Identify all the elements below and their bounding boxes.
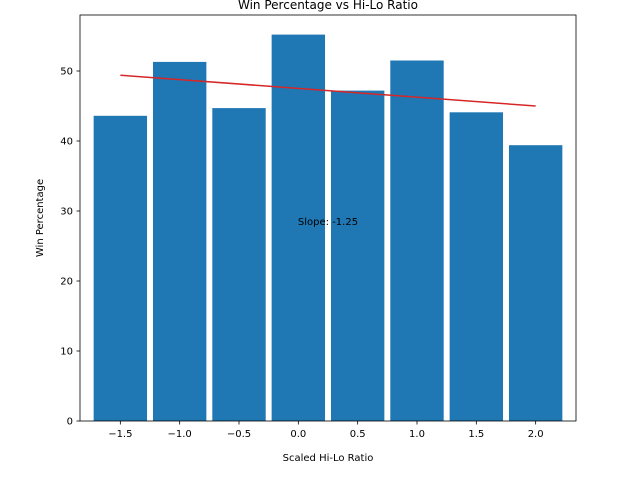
y-tick-label: 30 bbox=[60, 207, 73, 218]
x-ticks: −1.5 −1.0 −0.5 0.0 0.5 1.0 1.5 2.0 bbox=[108, 421, 544, 440]
bar bbox=[152, 61, 207, 422]
slope-annotation: Slope: -1.25 bbox=[298, 217, 358, 228]
x-tick-label: 0.5 bbox=[350, 429, 366, 440]
y-tick-label: 0 bbox=[67, 417, 73, 428]
y-ticks: 0 10 20 30 40 50 bbox=[60, 67, 80, 428]
y-tick-label: 20 bbox=[60, 277, 73, 288]
trendline-group bbox=[120, 74, 536, 107]
bar bbox=[330, 90, 385, 421]
x-tick-label: −0.5 bbox=[227, 429, 251, 440]
bar bbox=[212, 108, 266, 421]
x-tick-label: 2.0 bbox=[528, 429, 544, 440]
y-tick-label: 40 bbox=[60, 137, 73, 148]
bar bbox=[449, 112, 504, 422]
chart-title: Win Percentage vs Hi-Lo Ratio bbox=[238, 0, 418, 12]
bar bbox=[390, 60, 444, 421]
bar bbox=[93, 115, 148, 422]
plot-frame bbox=[79, 14, 577, 422]
trendline bbox=[120, 74, 536, 107]
x-tick-label: 1.5 bbox=[468, 429, 484, 440]
x-tick-label: 1.0 bbox=[409, 429, 425, 440]
y-tick-label: 50 bbox=[60, 67, 73, 78]
bars-group bbox=[93, 34, 563, 422]
y-tick-label: 10 bbox=[60, 347, 73, 358]
y-axis-label: Win Percentage bbox=[35, 179, 46, 257]
x-tick-label: 0.0 bbox=[290, 429, 306, 440]
x-axis-label: Scaled Hi-Lo Ratio bbox=[283, 453, 374, 464]
x-tick-label: −1.5 bbox=[108, 429, 132, 440]
x-tick-label: −1.0 bbox=[168, 429, 192, 440]
bar bbox=[508, 145, 563, 421]
bar bbox=[271, 34, 326, 421]
